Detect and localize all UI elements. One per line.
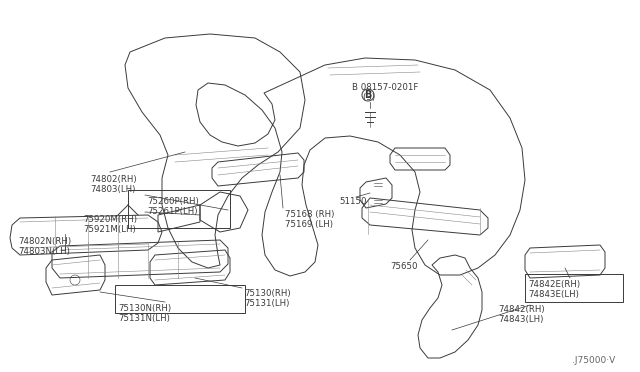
Text: 74802(RH)
74803(LH): 74802(RH) 74803(LH) bbox=[90, 175, 136, 195]
Bar bbox=[525, 274, 623, 302]
Text: 75650: 75650 bbox=[390, 262, 417, 271]
Text: 74802N(RH)
74803N(LH): 74802N(RH) 74803N(LH) bbox=[18, 237, 71, 256]
Bar bbox=[128, 190, 230, 228]
Text: 75130(RH)
75131(LH): 75130(RH) 75131(LH) bbox=[244, 289, 291, 308]
Text: 75168 (RH)
75169 (LH): 75168 (RH) 75169 (LH) bbox=[285, 210, 334, 230]
Text: B 08157-0201F
    (3): B 08157-0201F (3) bbox=[352, 83, 419, 102]
Text: 74842E(RH)
74843E(LH): 74842E(RH) 74843E(LH) bbox=[528, 280, 580, 299]
Text: 75920M(RH)
75921M(LH): 75920M(RH) 75921M(LH) bbox=[83, 215, 137, 234]
Text: 74842(RH)
74843(LH): 74842(RH) 74843(LH) bbox=[498, 305, 545, 324]
Text: .J75000·V: .J75000·V bbox=[572, 356, 615, 365]
Text: 75130N(RH)
75131N(LH): 75130N(RH) 75131N(LH) bbox=[118, 304, 171, 323]
Bar bbox=[115, 285, 245, 313]
Text: B: B bbox=[364, 90, 372, 100]
Text: 75260P(RH)
75261P(LH): 75260P(RH) 75261P(LH) bbox=[147, 197, 199, 217]
Text: 51150: 51150 bbox=[339, 197, 367, 206]
